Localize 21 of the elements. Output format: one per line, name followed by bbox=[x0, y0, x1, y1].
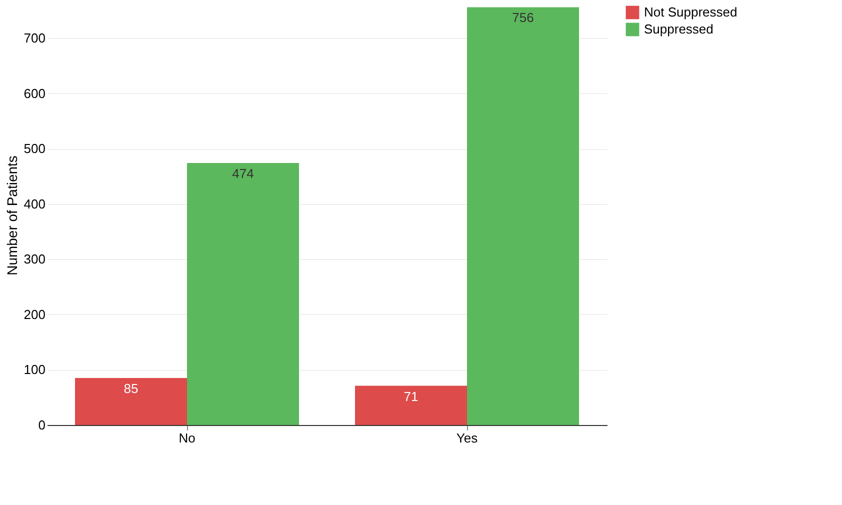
y-tick-label: 700 bbox=[24, 30, 46, 46]
x-tick-label: Yes bbox=[456, 430, 478, 446]
y-tick-label: 400 bbox=[24, 196, 46, 212]
data-label: 756 bbox=[512, 10, 534, 26]
y-tick-label: 600 bbox=[24, 86, 46, 101]
bar bbox=[467, 7, 579, 425]
y-tick-label: 300 bbox=[24, 252, 46, 267]
y-axis-title: Number of Patients bbox=[4, 156, 20, 276]
y-tick-label: 100 bbox=[24, 362, 46, 378]
data-label: 71 bbox=[404, 388, 418, 404]
legend-label: Suppressed bbox=[644, 22, 714, 36]
bar bbox=[187, 163, 299, 425]
bar bbox=[75, 378, 187, 425]
bar bbox=[355, 386, 467, 425]
y-tick-label: 0 bbox=[38, 418, 46, 432]
y-tick-label: 200 bbox=[24, 306, 46, 322]
data-label: 85 bbox=[124, 381, 138, 396]
y-tick-label: 500 bbox=[24, 141, 46, 156]
data-label: 474 bbox=[232, 166, 254, 182]
legend-label: Not Suppressed bbox=[644, 4, 738, 20]
x-tick-label: No bbox=[178, 430, 196, 446]
